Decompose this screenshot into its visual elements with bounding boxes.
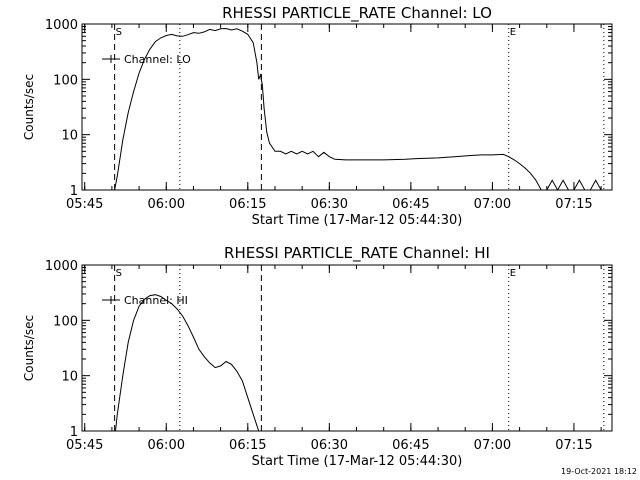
chart-panel-lo: RHESSI PARTICLE_RATE Channel: LO Counts/s… <box>22 4 613 228</box>
series-line <box>115 294 260 432</box>
x-tick-label: 07:15 <box>555 438 592 453</box>
series-line <box>114 27 602 192</box>
x-tick-label: 07:00 <box>474 197 511 212</box>
y-tick-label: 100 <box>53 73 78 88</box>
y-tick-label: 1 <box>70 184 78 199</box>
x-tick-label: 06:30 <box>311 197 348 212</box>
x-tick-label: 06:15 <box>229 438 266 453</box>
legend-label: Channel: LO <box>124 53 191 66</box>
chart-title: RHESSI PARTICLE_RATE Channel: LO <box>222 4 492 23</box>
x-axis-label: Start Time (17-Mar-12 05:44:30) <box>252 213 463 228</box>
time-marker-label: E <box>510 268 516 279</box>
x-tick-label: 05:45 <box>66 197 103 212</box>
x-axis-label: Start Time (17-Mar-12 05:44:30) <box>252 454 463 469</box>
x-tick-label: 07:15 <box>555 197 592 212</box>
plot-frame <box>81 264 613 432</box>
x-tick-label: 05:45 <box>66 438 103 453</box>
x-tick-label: 06:15 <box>229 197 266 212</box>
x-tick-label: 06:45 <box>392 438 429 453</box>
y-tick-label: 1000 <box>45 18 78 33</box>
x-tick-label: 07:00 <box>474 438 511 453</box>
x-tick-label: 06:45 <box>392 197 429 212</box>
time-marker-label: S <box>116 268 122 279</box>
y-axis-label: Counts/sec <box>22 315 36 381</box>
time-marker-label: E <box>510 27 516 38</box>
plot-frame <box>81 23 613 191</box>
y-tick-label: 1000 <box>45 259 78 274</box>
y-tick-label: 100 <box>53 314 78 329</box>
x-tick-label: 06:00 <box>148 438 185 453</box>
chart-title: RHESSI PARTICLE_RATE Channel: HI <box>224 244 490 263</box>
x-tick-label: 06:30 <box>311 438 348 453</box>
y-tick-label: 10 <box>61 370 78 385</box>
y-tick-label: 10 <box>61 129 78 144</box>
legend-label: Channel: HI <box>124 294 188 307</box>
x-tick-label: 06:00 <box>148 197 185 212</box>
footer-timestamp: 19-Oct-2021 18:12 <box>561 467 637 476</box>
y-axis-label: Counts/sec <box>22 74 36 140</box>
chart-panel-hi: RHESSI PARTICLE_RATE Channel: HI Counts/s… <box>22 244 613 469</box>
time-marker-label: S <box>116 27 122 38</box>
y-tick-label: 1 <box>70 425 78 440</box>
